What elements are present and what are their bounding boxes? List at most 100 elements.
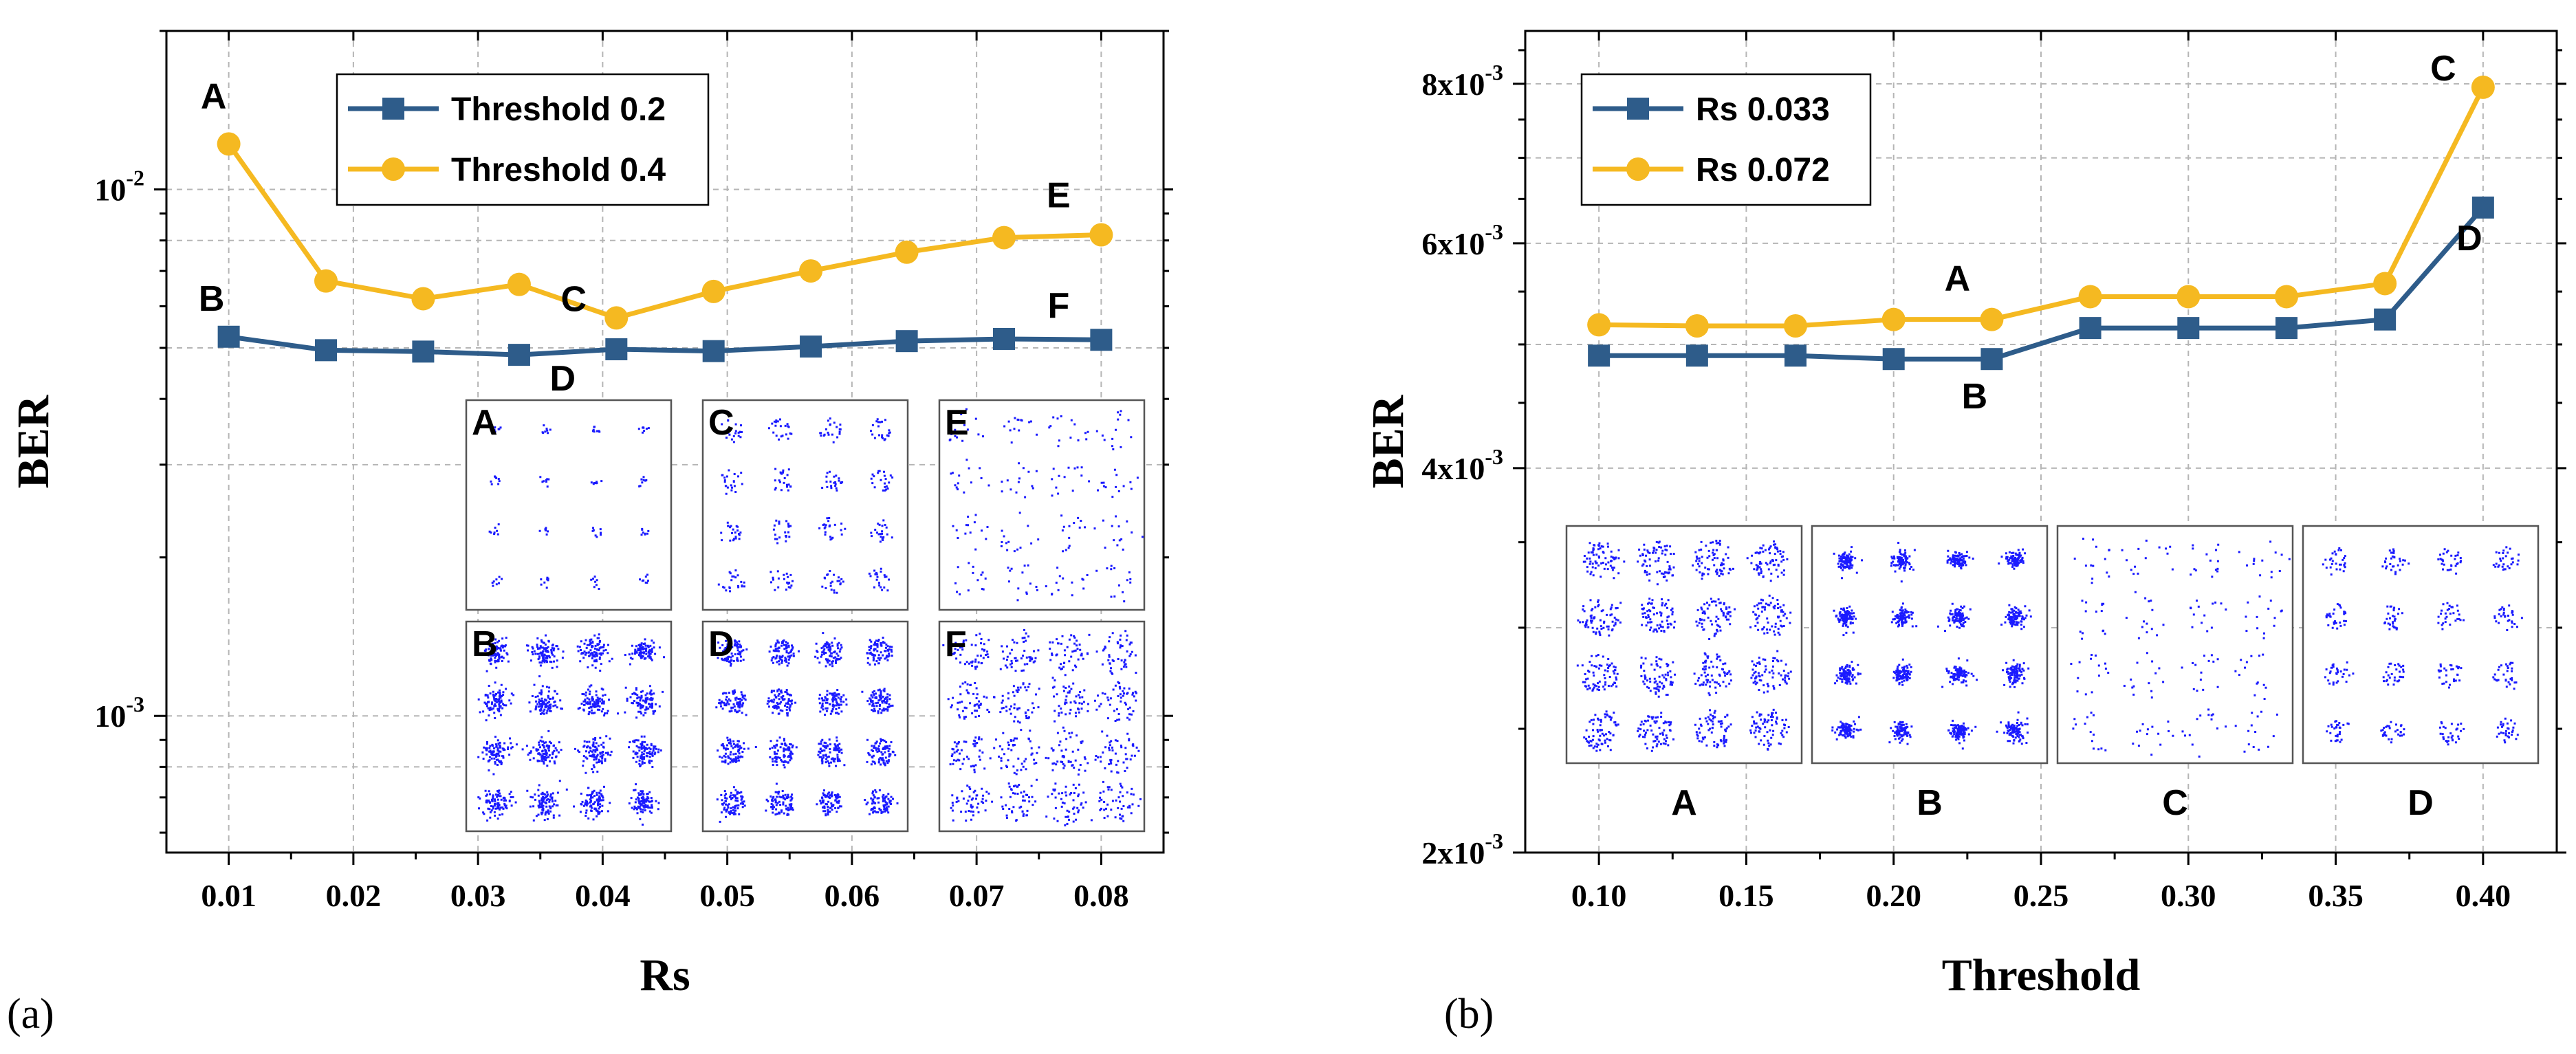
y-tick-label-exponent: -2 [126,165,144,190]
data-point-circle [1587,313,1611,337]
inset-label: A [1671,783,1697,823]
x-tick-label: 0.06 [825,878,880,913]
constellation-inset: B [465,620,673,833]
legend-box [336,73,710,206]
inset-label: B [1917,783,1943,823]
point-label: B [199,279,225,319]
inset-frame [938,620,1146,833]
data-point-circle [2373,272,2397,296]
data-point-circle [1089,223,1113,247]
x-tick-label: 0.20 [1866,878,1921,913]
panel-a-chart: 0.01 0.02 0.03 0.04 0.05 0.06 0.07 0.0810-310-2… [7,30,1173,1037]
point-label: E [1047,175,1071,215]
x-tick-label: 0.07 [949,878,1005,913]
legend-box [1580,73,1872,206]
data-point-square [2374,308,2397,331]
legend-entry-label: Threshold 0.4 [451,152,666,188]
inset-frame [465,399,673,611]
series-line [1599,206,2485,362]
y-tick-label-exponent: -3 [1485,219,1503,244]
y-tick-label: 6x10-3 [1421,219,1503,261]
data-point-square [702,340,725,362]
data-point-square [507,344,530,366]
constellation-inset: D [701,620,909,833]
y-tick-label-base: 10 [94,172,126,207]
data-point-square [1980,348,2003,371]
data-point-square [2471,196,2494,219]
series-line [226,142,1102,320]
point-label: B [1962,377,1988,417]
x-tick-label: 0.05 [699,878,755,913]
point-label: A [1945,259,1971,299]
constellation-inset: F [938,620,1146,833]
x-tick-label: 0.30 [2161,878,2216,913]
data-point-square [993,327,1015,350]
data-point-square [2177,317,2200,340]
y-tick-label-exponent: -3 [1485,60,1503,85]
x-tick-label: 0.15 [1718,878,1774,913]
data-point-circle [2078,285,2102,309]
y-tick-label: 10-2 [94,165,144,207]
y-tick-label-base: 2x10 [1421,835,1485,870]
y-tick-label: 8x10-3 [1421,60,1503,102]
legend-entry-label: Threshold 0.2 [451,91,666,128]
inset-label: E [945,403,969,443]
constellation-points [2322,546,2523,746]
constellation-points [1831,542,2032,750]
data-point-square [315,339,337,362]
data-point-circle [1881,307,1906,331]
constellation-points [942,628,1142,826]
legend: Threshold 0.2 Threshold 0.4 [336,73,710,206]
data-point-circle [1784,314,1807,338]
series-line [1599,86,2485,329]
x-tick-label: 0.08 [1073,878,1129,913]
inset-frame [938,399,1146,611]
data-point-circle [701,279,725,303]
data-point-circle [411,287,435,311]
y-tick-label: 2x10-3 [1421,828,1503,870]
legend-marker-circle [382,157,405,181]
data-point-circle [314,269,338,293]
point-label: D [550,359,576,399]
inset-label: F [945,624,967,664]
data-point-square [412,340,435,363]
x-tick-label: 0.04 [575,878,631,913]
y-tick-label-exponent: -3 [1485,828,1503,853]
data-point-circle [895,240,919,264]
legend-entry-label: Rs 0.033 [1696,91,1830,128]
data-point-square [895,330,918,353]
y-tick-label-base: 10 [94,699,126,734]
data-point-circle [1685,314,1709,338]
panel-b-chart: 0.10 0.15 0.20 0.25 0.30 0.35 0.402x10-34x10-3… [1363,30,2566,1037]
data-point-circle [2275,285,2298,309]
data-point-square [1784,344,1807,367]
x-tick-label: 0.10 [1571,878,1627,913]
x-axis-label: Rs [640,950,690,1000]
constellation-inset: C [2056,525,2294,823]
point-label: A [201,76,227,116]
data-point-square [1588,344,1611,367]
panel-label: (a) [7,991,54,1037]
inset-frame [1565,525,1803,765]
data-point-square [217,325,240,348]
y-tick-label-base: 8x10 [1421,67,1485,102]
data-point-square [2275,317,2297,340]
legend-marker-square [382,98,404,120]
data-point-square [605,338,628,360]
x-tick-label: 0.40 [2456,878,2511,913]
series-group [217,132,1113,366]
data-point-square [1882,348,1905,371]
series-group [1587,75,2495,371]
constellation-inset: E [938,399,1146,611]
x-axis-label: Threshold [1942,950,2141,1000]
data-point-circle [2471,75,2495,99]
inset-label: C [2162,783,2188,823]
data-point-square [1685,344,1708,367]
data-point-circle [507,272,531,296]
data-point-square [800,336,822,358]
y-tick-label-base: 6x10 [1421,226,1485,261]
y-axis-label: BER [8,394,58,488]
inset-label: C [708,403,734,443]
constellation-inset: B [1811,525,2049,823]
